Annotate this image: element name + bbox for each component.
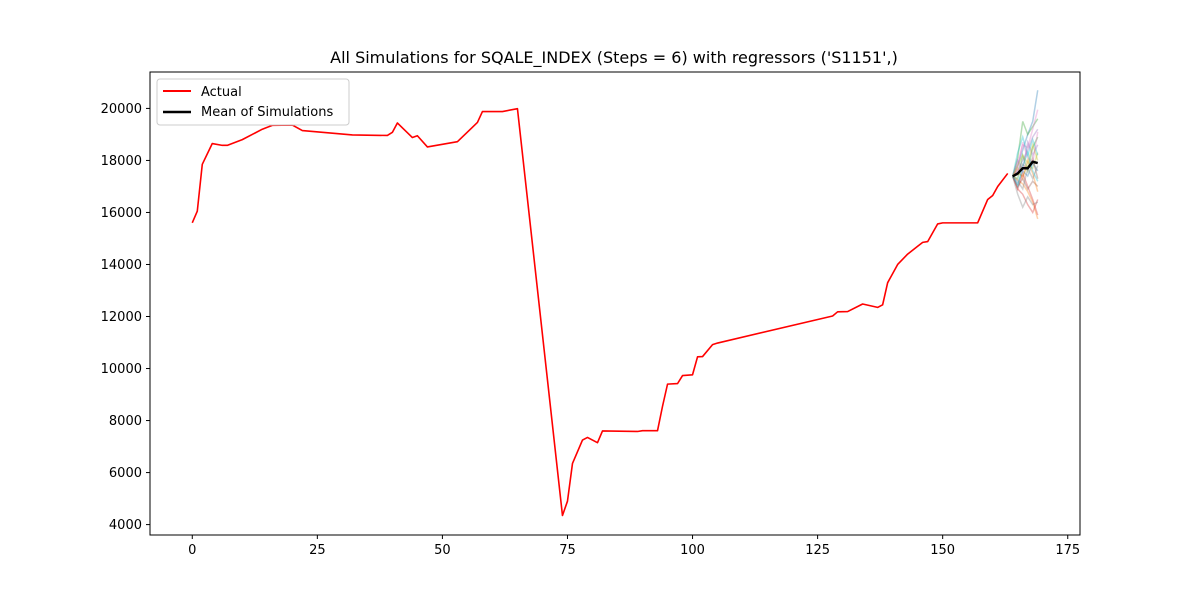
y-axis: 4000 6000 8000 10000 12000 14000 16000 18000 200…	[101, 102, 150, 533]
y-tick-label: 8000	[109, 414, 142, 429]
y-tick-label: 6000	[109, 466, 142, 481]
actual-line	[191, 107, 1009, 517]
simulation-line	[1012, 171, 1039, 216]
x-axis: 0 25 50 75 100 125 150 175	[188, 535, 1080, 558]
simulation-line	[1012, 136, 1039, 180]
simulation-line	[1012, 131, 1039, 177]
plot-area: 0 25 50 75 100 125 150 175 4000 6000 8000 10000 120…	[101, 71, 1081, 558]
legend-label-mean: Mean of Simulations	[201, 105, 333, 120]
simulation-line	[1012, 175, 1039, 220]
x-tick-label: 150	[930, 543, 955, 558]
simulation-line	[1011, 139, 1039, 177]
x-tick-label: 75	[559, 543, 576, 558]
simulation-line	[1012, 176, 1039, 215]
y-tick-label: 4000	[109, 518, 142, 533]
simulation-line	[1011, 134, 1039, 177]
simulation-line	[1012, 142, 1039, 177]
simulation-line	[1012, 150, 1039, 189]
x-tick-label: 25	[309, 543, 326, 558]
simulation-line	[1011, 118, 1039, 177]
simulation-line	[1012, 165, 1039, 191]
legend-label-actual: Actual	[201, 85, 242, 100]
y-tick-label: 12000	[101, 310, 142, 325]
axes-frame	[149, 71, 1081, 536]
x-tick-label: 125	[805, 543, 830, 558]
x-tick-label: 175	[1055, 543, 1080, 558]
y-tick-label: 20000	[101, 102, 142, 117]
y-tick-label: 10000	[101, 362, 142, 377]
simulation-line	[1012, 90, 1039, 177]
simulation-line	[1012, 109, 1039, 177]
legend: Actual Mean of Simulations	[156, 78, 350, 126]
simulation-line	[1012, 161, 1039, 186]
legend-box	[156, 78, 350, 126]
series-lines	[191, 107, 1039, 517]
x-tick-label: 100	[680, 543, 705, 558]
x-tick-label: 50	[434, 543, 451, 558]
mean-simulations-line	[1012, 160, 1039, 178]
simulation-line	[1012, 128, 1039, 177]
simulation-lines	[1011, 90, 1039, 220]
simulation-line	[1012, 175, 1039, 191]
chart-title: All Simulations for SQALE_INDEX (Steps =…	[330, 48, 898, 68]
x-tick-label: 0	[188, 543, 196, 558]
y-tick-label: 14000	[101, 258, 142, 273]
simulation-line	[1012, 158, 1039, 192]
simulation-line	[1011, 176, 1039, 210]
y-tick-label: 18000	[101, 154, 142, 169]
y-tick-label: 16000	[101, 206, 142, 221]
